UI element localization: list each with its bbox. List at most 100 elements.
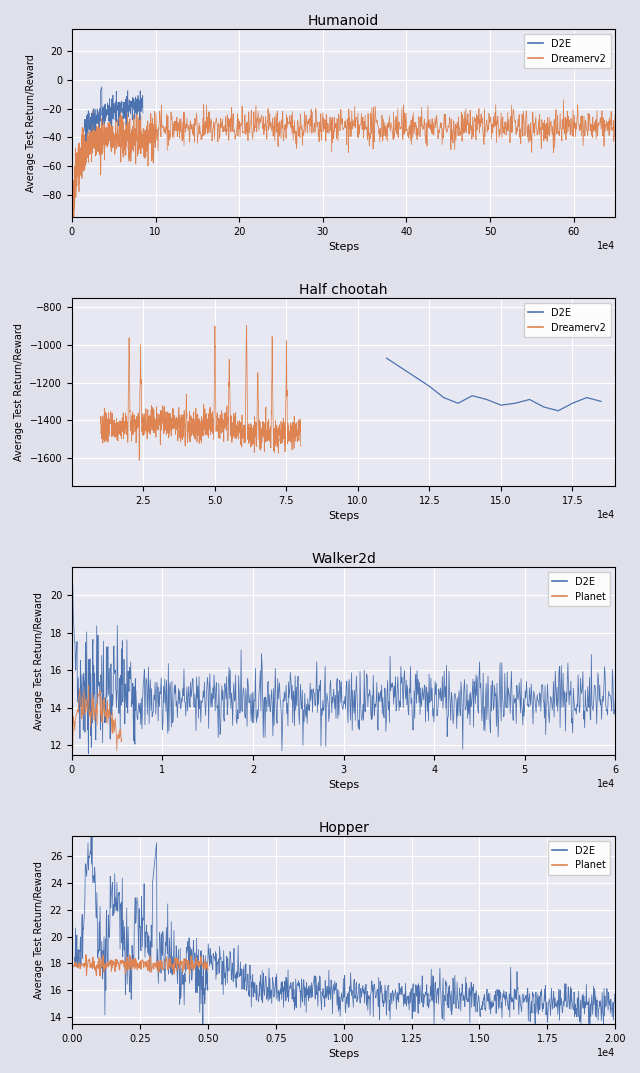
Title: Humanoid: Humanoid [308,14,380,28]
D2E [199,1017,207,1030]
Dreamerv2 [104,130,112,143]
Y-axis label: Average Test Return/Reward: Average Test Return/Reward [14,323,24,461]
D2E [82,134,90,147]
D2E [81,120,88,133]
Planet [69,743,77,755]
D2E [525,393,533,406]
D2E [383,352,390,365]
Dreamerv2 [97,417,104,430]
Legend: D2E, Planet: D2E, Planet [548,572,611,606]
D2E [554,405,562,417]
Planet [68,960,76,973]
D2E [468,389,476,402]
Dreamerv2 [164,423,172,436]
Dreamerv2 [206,409,214,422]
X-axis label: Steps: Steps [328,242,359,252]
Planet [84,679,92,692]
D2E [100,109,108,122]
Planet [118,732,125,745]
D2E [84,747,92,760]
Dreamerv2 [124,425,131,438]
Planet [82,949,90,961]
D2E [583,392,591,405]
Planet [115,733,123,746]
D2E [71,951,79,964]
D2E [87,829,95,842]
D2E [88,106,95,119]
Dreamerv2 [131,409,138,422]
Planet [204,964,212,976]
Text: 1e4: 1e4 [597,1048,616,1058]
D2E [612,691,620,704]
Dreamerv2 [297,440,305,453]
Line: Dreamerv2: Dreamerv2 [72,36,616,223]
D2E [597,395,605,408]
Dreamerv2 [272,107,280,120]
Dreamerv2 [243,319,250,332]
Dreamerv2 [68,30,76,43]
Text: 1e4: 1e4 [597,511,616,520]
Line: Planet: Planet [72,955,208,976]
Planet [184,954,191,967]
D2E [366,990,374,1003]
D2E [252,987,260,1000]
Title: Hopper: Hopper [318,821,369,835]
Planet [68,964,76,976]
Planet [113,745,120,758]
X-axis label: Steps: Steps [328,1049,359,1059]
Text: 1e4: 1e4 [597,241,616,251]
Dreamerv2 [470,116,478,129]
D2E [568,397,576,410]
D2E [530,685,538,697]
Y-axis label: Average Test Return/Reward: Average Test Return/Reward [34,861,44,999]
D2E [124,98,131,111]
Dreamerv2 [70,217,77,230]
D2E [98,80,106,93]
D2E [163,674,170,687]
Planet [96,970,104,983]
Planet [99,716,106,729]
Planet [192,958,200,971]
Line: Dreamerv2: Dreamerv2 [100,325,301,460]
Dreamerv2 [202,412,210,425]
D2E [426,380,433,393]
Planet [78,689,86,702]
Legend: D2E, Dreamerv2: D2E, Dreamerv2 [524,303,611,337]
Y-axis label: Average Test Return/Reward: Average Test Return/Reward [26,54,36,192]
Title: Half chootah: Half chootah [300,283,388,297]
Legend: D2E, Dreamerv2: D2E, Dreamerv2 [524,34,611,69]
Y-axis label: Average Test Return/Reward: Average Test Return/Reward [35,592,44,730]
Planet [116,729,124,741]
D2E [161,974,169,987]
Planet [149,957,157,970]
Line: D2E: D2E [387,358,601,411]
D2E [139,106,147,119]
D2E [612,989,620,1002]
Line: Planet: Planet [73,686,122,751]
D2E [440,392,447,405]
D2E [511,397,519,410]
D2E [305,995,312,1008]
Dreamerv2 [612,106,620,119]
D2E [123,95,131,108]
X-axis label: Steps: Steps [328,511,359,521]
Dreamerv2 [99,126,107,138]
D2E [469,673,477,686]
Planet [150,962,157,975]
D2E [526,692,534,705]
X-axis label: Steps: Steps [328,780,359,790]
Line: D2E: D2E [75,836,616,1024]
Dreamerv2 [184,436,191,449]
Dreamerv2 [68,73,76,86]
D2E [118,98,125,111]
D2E [355,985,362,998]
Line: D2E: D2E [84,87,143,141]
Title: Walker2d: Walker2d [311,552,376,565]
D2E [142,941,150,954]
Planet [81,684,88,696]
D2E [69,579,77,592]
D2E [294,675,301,688]
D2E [540,400,548,413]
D2E [454,397,462,410]
D2E [173,695,180,708]
